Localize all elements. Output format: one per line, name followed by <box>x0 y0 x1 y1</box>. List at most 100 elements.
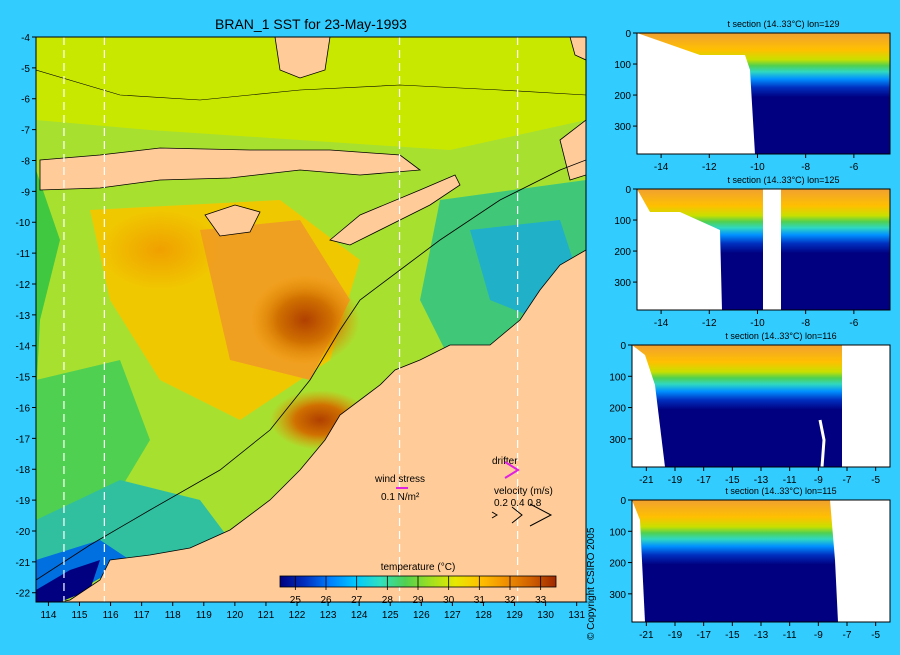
section-x-tick-label: -12 <box>702 162 717 173</box>
map-x-tick-label: 131 <box>568 610 585 621</box>
australia-land <box>59 249 586 602</box>
map-x-tick-label: 119 <box>196 610 212 621</box>
section-land-mask <box>818 419 826 468</box>
map-x-tick-label: 130 <box>537 610 554 621</box>
section-x-tick-label: -11 <box>783 475 797 486</box>
map-x-tick-label: 124 <box>351 610 368 621</box>
section-x-tick-label: -7 <box>843 630 852 641</box>
section-title: t section (14..33°C) lon=125 <box>728 175 840 185</box>
map-x-tick-label: 123 <box>320 610 337 621</box>
map-x-tick-label: 116 <box>103 610 119 621</box>
map-y-tick-label: -10 <box>16 218 31 229</box>
velocity-arrows-icon <box>491 503 553 527</box>
section-panel: t section (14..33°C) lon=116 0 100 200 300 -2… <box>609 331 891 486</box>
map-y-tick-label: -16 <box>16 403 31 414</box>
section-x-tick-label: -8 <box>801 162 810 173</box>
section-x-tick-label: -6 <box>849 162 858 173</box>
section-x-tick-label: -17 <box>696 475 711 486</box>
section-x-tick-label: -19 <box>668 475 683 486</box>
drifter-label: drifter <box>492 456 518 467</box>
section-frame <box>636 32 891 155</box>
section-x-tick-label: -19 <box>668 630 683 641</box>
map-y-tick-label: -17 <box>16 434 31 445</box>
map-y-tick-label: -18 <box>16 465 31 476</box>
map-x-axis: 114 115 116 117 118 119 120 121 122 123 124 125 126 1… <box>40 602 585 621</box>
section-land-mask <box>842 345 890 467</box>
section-x-tick-label: -11 <box>783 630 797 641</box>
map-x-tick-label: 122 <box>289 610 306 621</box>
colorbar-tick-label: 33 <box>535 595 547 606</box>
section-x-tick-label: -15 <box>725 475 740 486</box>
wind-stress-value: 0.1 N/m² <box>381 492 420 503</box>
colorbar-tick-label: 32 <box>504 595 516 606</box>
map-y-tick-label: -20 <box>16 527 31 538</box>
section-land-mask <box>632 345 665 467</box>
section-x-tick-label: -9 <box>814 475 823 486</box>
section-y-tick-label: 100 <box>609 527 626 538</box>
section-panel: t section (14..33°C) lon=125 0 100 200 300 -1… <box>614 175 891 329</box>
map-y-tick-label: -5 <box>21 64 30 75</box>
sumba-island <box>204 204 261 237</box>
velocity-label: velocity (m/s) <box>494 486 553 497</box>
map-y-tick-label: -8 <box>21 156 30 167</box>
section-x-tick-label: -17 <box>696 630 711 641</box>
section-y-tick-label: 200 <box>609 559 626 570</box>
section-frame <box>636 188 891 311</box>
section-title: t section (14..33°C) lon=115 <box>725 486 836 496</box>
section-x-tick-label: -10 <box>750 318 765 329</box>
timor-island <box>329 174 461 246</box>
section-x-tick-label: -12 <box>702 318 717 329</box>
drifter-arrow-icon <box>504 461 520 479</box>
section-land-mask <box>632 500 645 622</box>
section-y-tick-label: 200 <box>614 91 631 102</box>
map-x-tick-label: 129 <box>506 610 523 621</box>
section-y-tick-label: 0 <box>625 29 631 40</box>
colorbar-tick-label: 26 <box>320 595 332 606</box>
section-x-tick-label: -14 <box>654 162 669 173</box>
section-land-mask <box>822 500 890 622</box>
map-x-tick-label: 118 <box>165 610 181 621</box>
sst-field <box>36 37 586 602</box>
map-x-tick-label: 114 <box>40 610 56 621</box>
section-x-tick-label: -5 <box>871 630 880 641</box>
velocity-values: 0.2 0.4 0.8 <box>494 498 542 509</box>
section-x-tick-label: -15 <box>725 630 740 641</box>
section-y-tick-label: 100 <box>614 216 631 227</box>
map-y-tick-label: -12 <box>16 280 31 291</box>
section-x-tick-label: -21 <box>639 475 654 486</box>
section-y-tick-label: 200 <box>609 404 626 415</box>
section-x-tick-label: -13 <box>754 475 769 486</box>
map-x-tick-label: 126 <box>413 610 430 621</box>
section-y-tick-label: 0 <box>620 496 626 507</box>
section-land-mask <box>637 33 755 154</box>
section-y-tick-label: 300 <box>614 122 631 133</box>
section-y-tick-label: 0 <box>620 341 626 352</box>
map-y-tick-label: -21 <box>16 558 31 569</box>
map-y-tick-label: -11 <box>16 249 30 260</box>
isobath-line <box>36 159 586 581</box>
section-x-tick-label: -6 <box>849 318 858 329</box>
map-y-tick-label: -7 <box>21 126 30 137</box>
section-y-tick-label: 300 <box>609 435 626 446</box>
map-x-tick-label: 117 <box>134 610 150 621</box>
colorbar-tick-label: 29 <box>412 595 424 606</box>
colorbar-title: temperature (°C) <box>381 562 456 573</box>
map-x-tick-label: 128 <box>475 610 492 621</box>
section-x-tick-label: -13 <box>754 630 769 641</box>
map-y-tick-label: -6 <box>21 95 30 106</box>
sulawesi-island <box>274 37 331 79</box>
section-y-tick-label: 200 <box>614 247 631 258</box>
section-y-tick-label: 300 <box>609 590 626 601</box>
section-y-tick-label: 0 <box>625 185 631 196</box>
map-y-tick-label: -4 <box>21 33 30 44</box>
map-x-tick-label: 125 <box>382 610 399 621</box>
map-y-tick-label: -15 <box>16 373 31 384</box>
map-x-tick-label: 120 <box>227 610 244 621</box>
map-y-tick-label: -19 <box>16 496 31 507</box>
section-lines <box>63 37 519 602</box>
colorbar-tick-label: 28 <box>382 595 394 606</box>
map-y-tick-label: -9 <box>21 187 30 198</box>
map-x-tick-label: 121 <box>258 610 275 621</box>
section-title: t section (14..33°C) lon=116 <box>725 331 836 341</box>
